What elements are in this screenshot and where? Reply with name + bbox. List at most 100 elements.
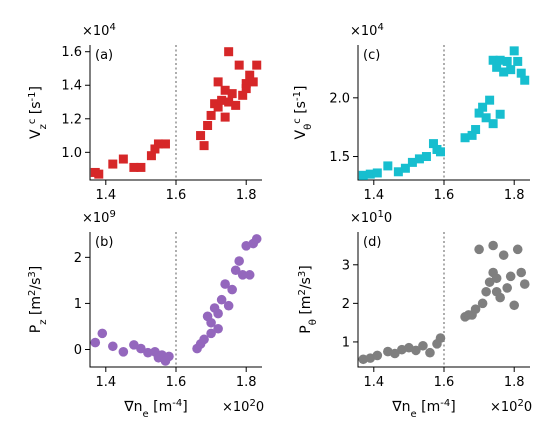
- data-point-square: [467, 130, 477, 140]
- data-point-square: [248, 77, 258, 87]
- x-tick-label: 1.8: [504, 375, 525, 390]
- data-point-square: [150, 144, 160, 154]
- data-point-square: [136, 162, 146, 172]
- panel-label: (a): [95, 48, 113, 63]
- x-tick-label: 1.4: [95, 375, 116, 390]
- y-tick-label: 1.0: [61, 146, 82, 161]
- data-point-circle: [418, 340, 428, 351]
- panel-a: 1.4 1.6 1.81.01.21.41.6×104(a)Vzc [s-1]: [27, 22, 262, 203]
- y-multiplier: ×109: [82, 209, 116, 227]
- panel-b: 1.4 1.6 1.8 0 1 2 ×109 (b) Pz [m2/s3]: [27, 209, 262, 390]
- data-point-circle: [390, 348, 400, 359]
- data-point-circle: [435, 333, 446, 343]
- data-point-square: [428, 139, 438, 149]
- data-point-square: [495, 109, 505, 119]
- data-point-square: [471, 125, 481, 135]
- data-point-circle: [234, 256, 244, 266]
- data-point-square: [224, 97, 234, 107]
- axis-spines: [357, 232, 530, 368]
- axis-spines: [357, 45, 530, 181]
- data-point-circle: [216, 294, 227, 305]
- data-point-square: [160, 139, 170, 149]
- data-point-square: [509, 46, 519, 56]
- y-multiplier: ×104: [82, 22, 116, 40]
- panel-c: 1.4 1.6 1.8 1.5 2.0 ×104 (c) Vθc [s-1]: [292, 22, 530, 203]
- data-point-square: [224, 47, 234, 57]
- y-tick-label: 1.2: [61, 112, 82, 127]
- data-point-circle: [481, 286, 491, 297]
- data-point-square: [407, 157, 417, 167]
- data-point-square: [495, 55, 505, 65]
- y-tick-label: 1.5: [329, 150, 350, 165]
- data-point-circle: [484, 277, 495, 287]
- data-point-circle: [519, 279, 530, 289]
- y-tick-label: 3: [342, 258, 350, 273]
- panel-label: (b): [95, 235, 113, 250]
- y-axis-label: Vzc [s-1]: [27, 86, 49, 139]
- x-tick-label: 1.8: [236, 188, 257, 203]
- data-point-square: [252, 60, 262, 70]
- data-point-circle: [230, 265, 241, 276]
- data-point-circle: [491, 273, 502, 284]
- x-tick-label: 1.6: [166, 375, 187, 390]
- x-tick-label: 1.8: [236, 375, 257, 390]
- data-point-square: [383, 161, 393, 171]
- data-point-square: [492, 62, 502, 72]
- data-point-square: [372, 168, 382, 178]
- data-point-square: [129, 162, 139, 172]
- data-point-circle: [213, 323, 223, 334]
- axis-spines: [89, 45, 262, 181]
- x-tick-label: 1.4: [363, 188, 384, 203]
- data-point-square: [488, 119, 498, 129]
- data-point-circle: [512, 244, 523, 255]
- data-point-square: [414, 154, 424, 164]
- data-point-square: [245, 70, 255, 80]
- data-point-circle: [502, 283, 512, 293]
- data-point-square: [499, 67, 509, 77]
- data-point-circle: [372, 350, 383, 361]
- data-point-square: [153, 139, 163, 149]
- x-tick-label: 1.6: [434, 375, 455, 390]
- panel-label: (d): [363, 235, 381, 250]
- data-point-circle: [516, 267, 527, 278]
- y-tick-label: 0: [74, 343, 82, 358]
- x-axis-labels: ∇ne [m-4] ×1020 ∇ne [m-4] ×1020: [123, 398, 532, 420]
- data-point-square: [146, 151, 156, 161]
- data-point-square: [365, 169, 375, 179]
- y-tick-label: 2.0: [329, 91, 350, 106]
- data-point-square: [513, 56, 523, 66]
- data-point-square: [460, 133, 470, 143]
- data-point-circle: [227, 284, 237, 295]
- data-point-square: [234, 60, 244, 70]
- data-point-square: [421, 152, 431, 162]
- data-point-circle: [488, 240, 498, 251]
- data-point-square: [213, 77, 223, 87]
- data-point-circle: [498, 250, 509, 260]
- data-point-square: [220, 85, 230, 95]
- data-point-circle: [136, 343, 146, 354]
- y-tick-label: 1: [74, 297, 82, 312]
- data-point-square: [238, 90, 248, 100]
- data-point-square: [516, 68, 526, 78]
- data-point-square: [206, 110, 216, 120]
- x-tick-label: 1.6: [434, 188, 455, 203]
- x-multiplier: ×1020: [490, 398, 532, 416]
- data-point-circle: [97, 328, 108, 339]
- data-point-square: [502, 56, 512, 66]
- data-point-square: [217, 95, 227, 105]
- data-point-circle: [213, 308, 223, 319]
- y-axis-label: Pz [m2/s3]: [27, 266, 49, 334]
- data-point-square: [481, 113, 491, 123]
- y-axis-label: Vθc [s-1]: [292, 86, 314, 140]
- data-point-square: [478, 102, 488, 112]
- data-point-square: [520, 75, 530, 85]
- x-tick-label: 1.4: [363, 375, 384, 390]
- x-tick-label: 1.6: [166, 188, 187, 203]
- y-tick-label: 2: [342, 297, 350, 312]
- data-point-circle: [118, 346, 129, 357]
- x-axis-label: ∇ne [m-4]: [391, 398, 455, 420]
- panel-d: 1.4 1.6 1.8 1 2 3 ×1010 (d) Pθ [m2/s3]: [297, 209, 530, 390]
- data-point-circle: [509, 300, 520, 311]
- data-point-circle: [223, 300, 234, 311]
- y-axis-label: Pθ [m2/s3]: [297, 265, 319, 333]
